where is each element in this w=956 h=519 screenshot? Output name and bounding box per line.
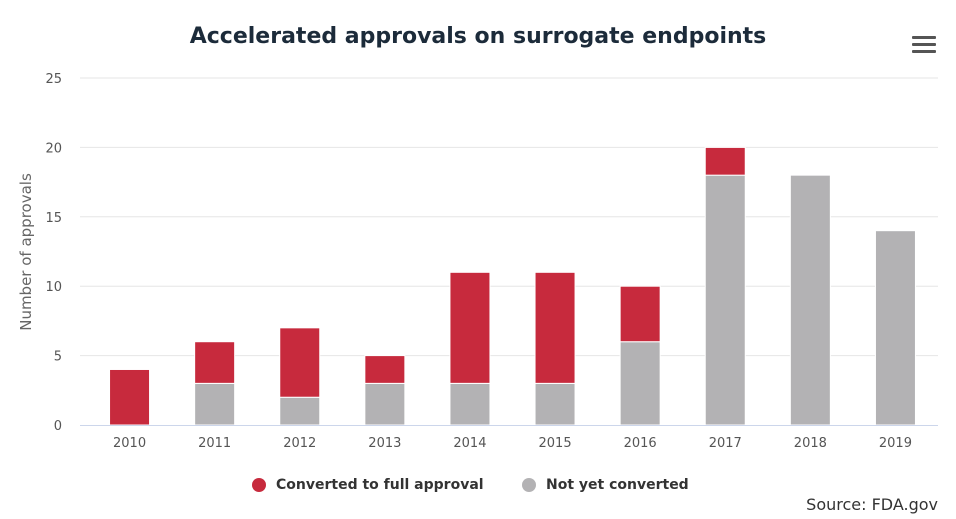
bar-not-converted-2019[interactable] [874, 230, 916, 426]
y-tick-label: 5 [54, 350, 62, 365]
y-tick-label: 10 [45, 280, 62, 295]
bar-converted-2012[interactable] [279, 327, 321, 398]
bar-not-converted-2013[interactable] [364, 382, 406, 426]
legend-label-converted: Converted to full approval [276, 477, 484, 493]
source-credit: Source: FDA.gov [806, 495, 938, 514]
x-tick-label: 2014 [453, 436, 486, 451]
bar-not-converted-2017[interactable] [704, 174, 746, 426]
x-tick-label: 2016 [624, 436, 657, 451]
legend-marker-not-converted [522, 478, 536, 492]
x-tick-label: 2015 [539, 436, 572, 451]
y-axis-label: Number of approvals [17, 173, 35, 331]
bar-converted-2016[interactable] [619, 285, 661, 343]
bar-not-converted-2011[interactable] [194, 382, 236, 426]
x-tick-label: 2017 [709, 436, 742, 451]
bar-not-converted-2012[interactable] [279, 396, 321, 426]
bar-not-converted-2015[interactable] [534, 382, 576, 426]
x-tick-label: 2012 [283, 436, 316, 451]
x-tick-label: 2013 [368, 436, 401, 451]
y-tick-label: 25 [45, 72, 62, 87]
y-tick-label: 20 [45, 141, 62, 156]
x-tick-label: 2011 [198, 436, 231, 451]
legend-label-not-converted: Not yet converted [546, 477, 689, 493]
legend-item-converted[interactable]: Converted to full approval [252, 474, 484, 496]
legend-marker-converted [252, 478, 266, 492]
x-tick-label: 2019 [879, 436, 912, 451]
bar-not-converted-2018[interactable] [789, 174, 831, 426]
y-tick-label: 15 [45, 211, 62, 226]
hamburger-menu-icon[interactable] [912, 34, 936, 54]
y-tick-label: 0 [54, 419, 62, 434]
axes: 0 5 10 15 20 25 2010 2011 2012 2013 2014 2015 2016 20… [45, 72, 938, 451]
bar-converted-2014[interactable] [449, 271, 491, 384]
bar-not-converted-2016[interactable] [619, 341, 661, 426]
bar-converted-2017[interactable] [704, 146, 746, 176]
bar-not-converted-2014[interactable] [449, 382, 491, 426]
bar-converted-2010[interactable] [109, 368, 151, 426]
bar-converted-2015[interactable] [534, 271, 576, 384]
legend-item-not-converted[interactable]: Not yet converted [522, 474, 689, 496]
bar-converted-2011[interactable] [194, 341, 236, 384]
x-tick-label: 2018 [794, 436, 827, 451]
legend: Converted to full approval Not yet conve… [0, 474, 956, 496]
bars [109, 146, 916, 426]
chart-title: Accelerated approvals on surrogate endpo… [189, 24, 767, 49]
x-tick-label: 2010 [113, 436, 146, 451]
bar-converted-2013[interactable] [364, 355, 406, 384]
